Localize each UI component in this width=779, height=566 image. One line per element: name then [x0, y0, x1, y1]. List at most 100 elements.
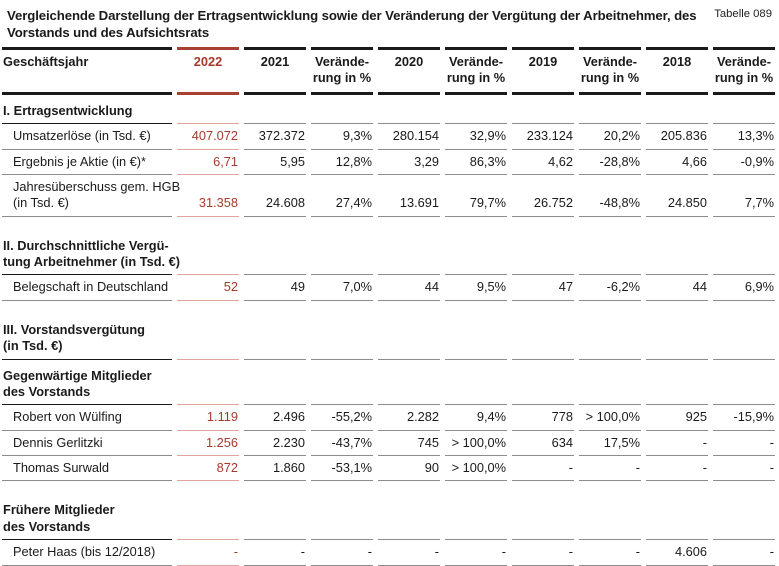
cell-value: 2.230 — [244, 431, 306, 457]
cell-value: 24.608 — [244, 175, 306, 217]
cell-value: -53,1% — [311, 456, 373, 482]
col-header-2018: 2018 — [646, 46, 708, 95]
col-header-2021: 2021 — [244, 46, 306, 95]
spacer-cell — [2, 301, 775, 314]
cell-value — [244, 95, 306, 125]
cell-value: 6,9% — [713, 275, 775, 301]
cell-value: 7,7% — [713, 175, 775, 217]
row-label: Thomas Surwald — [2, 456, 172, 482]
cell-value: 745 — [378, 431, 440, 457]
cell-value: 44 — [646, 275, 708, 301]
table-row: Jahresüberschuss gem. HGB (in Tsd. €) 31.… — [2, 175, 775, 217]
cell-value — [378, 314, 440, 360]
cell-value: - — [646, 456, 708, 482]
cell-value: - — [713, 456, 775, 482]
title-bar: Vergleichende Darstellung der Ertragsent… — [0, 0, 779, 42]
section-header-row: Gegenwärtige Mitglieder des Vorstands — [2, 360, 775, 406]
cell-value: 205.836 — [646, 124, 708, 150]
col-header-change-2019: Verände- rung in % — [579, 46, 641, 95]
row-label: Belegschaft in Deutschland — [2, 275, 172, 301]
row-label: Umsatzerlöse (in Tsd. €) — [2, 124, 172, 150]
cell-value: -48,8% — [579, 175, 641, 217]
col-header-change-2020: Verände- rung in % — [445, 46, 507, 95]
cell-value: 90 — [378, 456, 440, 482]
cell-value — [512, 360, 574, 406]
cell-value: -55,2% — [311, 405, 373, 431]
cell-value: - — [579, 456, 641, 482]
header-row: Geschäftsjahr 2022 2021 Verände- rung in… — [2, 46, 775, 95]
cell-value — [445, 230, 507, 276]
cell-value — [646, 494, 708, 541]
cell-value: 44 — [378, 275, 440, 301]
cell-value — [512, 314, 574, 360]
cell-value: > 100,0% — [445, 431, 507, 457]
cell-value — [378, 360, 440, 406]
cell-value: 233.124 — [512, 124, 574, 150]
col-header-2022: 2022 — [177, 46, 239, 95]
row-label: Robert von Wülfing — [2, 405, 172, 431]
cell-value — [378, 230, 440, 276]
cell-value — [177, 314, 239, 360]
cell-value: 4,66 — [646, 150, 708, 175]
section-header-row: III. Vorstandsvergütung (in Tsd. €) — [2, 314, 775, 360]
cell-value — [244, 230, 306, 276]
cell-value — [579, 494, 641, 541]
cell-value — [177, 95, 239, 125]
cell-value — [244, 314, 306, 360]
cell-value: > 100,0% — [579, 405, 641, 431]
section-label: Gegenwärtige Mitglieder des Vorstands — [2, 360, 172, 406]
cell-value: 26.752 — [512, 175, 574, 217]
cell-value — [713, 314, 775, 360]
cell-value: 3,29 — [378, 150, 440, 175]
cell-value — [713, 360, 775, 406]
cell-value — [646, 360, 708, 406]
cell-value — [445, 360, 507, 406]
table-row: Umsatzerlöse (in Tsd. €) 407.072 372.372 9,… — [2, 124, 775, 150]
cell-value: 12,8% — [311, 150, 373, 175]
cell-value: - — [177, 540, 239, 566]
cell-value: - — [512, 540, 574, 566]
cell-value — [579, 95, 641, 125]
cell-value: 27,4% — [311, 175, 373, 217]
cell-value: 9,5% — [445, 275, 507, 301]
cell-value: 47 — [512, 275, 574, 301]
cell-value — [177, 494, 239, 541]
col-header-change-2018: Verände- rung in % — [713, 46, 775, 95]
cell-value: 24.850 — [646, 175, 708, 217]
row-label: Ergebnis je Aktie (in €)* — [2, 150, 172, 175]
table-row: Robert von Wülfing 1.119 2.496 -55,2% 2.282 9… — [2, 405, 775, 431]
section-label: III. Vorstandsvergütung (in Tsd. €) — [2, 314, 172, 360]
cell-value — [445, 95, 507, 125]
cell-value — [378, 95, 440, 125]
spacer-cell — [2, 217, 775, 230]
section-header-row: I. Ertragsentwicklung — [2, 95, 775, 125]
row-label: Peter Haas (bis 12/2018) — [2, 540, 172, 566]
table-row: Dennis Gerlitzki 1.256 2.230 -43,7% 745 > 100… — [2, 431, 775, 457]
col-header-change-2021: Verände- rung in % — [311, 46, 373, 95]
cell-value — [378, 494, 440, 541]
section-header-row: II. Durchschnittliche Vergü- tung Arbeit… — [2, 230, 775, 276]
cell-value — [311, 360, 373, 406]
cell-value — [713, 230, 775, 276]
spacer-cell — [2, 481, 775, 494]
cell-value: 5,95 — [244, 150, 306, 175]
cell-value — [713, 494, 775, 541]
col-header-2020: 2020 — [378, 46, 440, 95]
cell-value: 20,2% — [579, 124, 641, 150]
cell-value: 32,9% — [445, 124, 507, 150]
spacer-row — [2, 217, 775, 230]
cell-value: 7,0% — [311, 275, 373, 301]
cell-value — [244, 494, 306, 541]
cell-value: - — [713, 431, 775, 457]
section-label: II. Durchschnittliche Vergü- tung Arbeit… — [2, 230, 180, 276]
cell-value — [311, 230, 373, 276]
section-header-row: Frühere Mitglieder des Vorstands — [2, 494, 775, 541]
cell-value: -43,7% — [311, 431, 373, 457]
cell-value: 407.072 — [177, 124, 239, 150]
cell-value — [311, 314, 373, 360]
col-header-2019: 2019 — [512, 46, 574, 95]
cell-value — [579, 230, 641, 276]
cell-value — [579, 314, 641, 360]
cell-value — [311, 95, 373, 125]
